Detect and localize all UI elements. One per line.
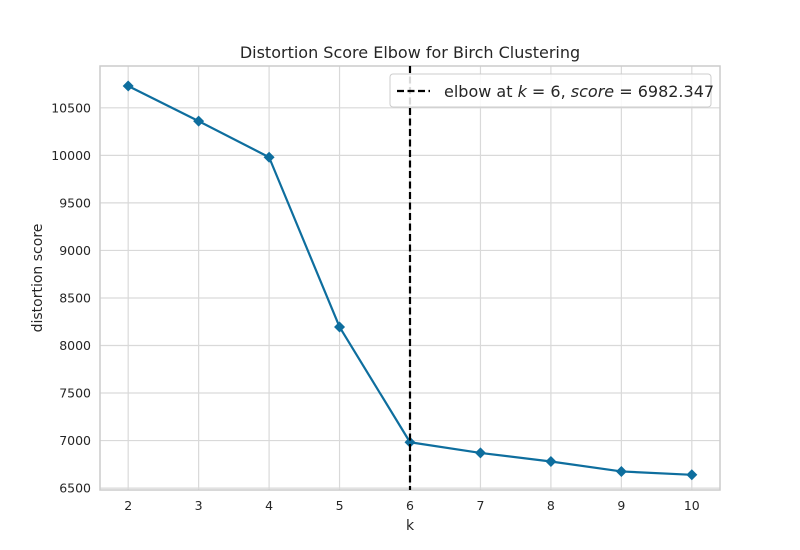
legend-label-prefix: elbow at <box>444 82 518 101</box>
legend-box <box>389 73 712 108</box>
x-tick-label: 8 <box>547 498 555 513</box>
data-point-marker <box>474 447 486 459</box>
legend-label: elbow at k = 6, score = 6982.347 <box>444 82 714 101</box>
data-point-marker <box>334 321 346 333</box>
plot-area: 2 3 4 5 6 7 8 9 10 6500 7000 7500 8000 8500 9000 9500 10… <box>51 65 721 513</box>
data-point-marker <box>193 115 205 127</box>
y-tick-label: 7500 <box>59 386 91 401</box>
data-point-marker <box>263 151 275 163</box>
legend-label-score: score <box>571 82 615 101</box>
x-tick-label: 3 <box>195 498 203 513</box>
data-point-marker <box>615 465 627 477</box>
x-tick-label: 2 <box>124 498 132 513</box>
y-tick-label: 8000 <box>59 338 91 353</box>
y-tick-label: 6500 <box>59 481 91 496</box>
y-tick-label: 9000 <box>59 243 91 258</box>
y-tick-label: 10000 <box>51 148 91 163</box>
x-tick-label: 9 <box>617 498 625 513</box>
chart-title: Distortion Score Elbow for Birch Cluster… <box>240 43 580 62</box>
data-point-marker <box>404 436 416 448</box>
y-tick-label: 8500 <box>59 290 91 305</box>
data-point-marker <box>686 469 698 481</box>
y-tick-label: 9500 <box>59 195 91 210</box>
y-axis-label: distortion score <box>30 224 46 333</box>
x-tick-label: 6 <box>406 498 414 513</box>
legend-label-k: k <box>518 82 528 101</box>
legend-label-eq2: = 6982.347 <box>614 82 714 101</box>
y-tick-label: 7000 <box>59 433 91 448</box>
x-tick-label: 4 <box>265 498 273 513</box>
x-tick-label: 10 <box>684 498 700 513</box>
legend-label-eq1: = 6, <box>527 82 571 101</box>
x-tick-label: 7 <box>476 498 484 513</box>
y-tick-label: 10500 <box>51 100 91 115</box>
x-axis-label: k <box>406 518 415 534</box>
data-point-marker <box>122 80 134 92</box>
legend: elbow at k = 6, score = 6982.347 <box>389 73 714 108</box>
data-point-marker <box>545 455 557 467</box>
x-tick-label: 5 <box>336 498 344 513</box>
